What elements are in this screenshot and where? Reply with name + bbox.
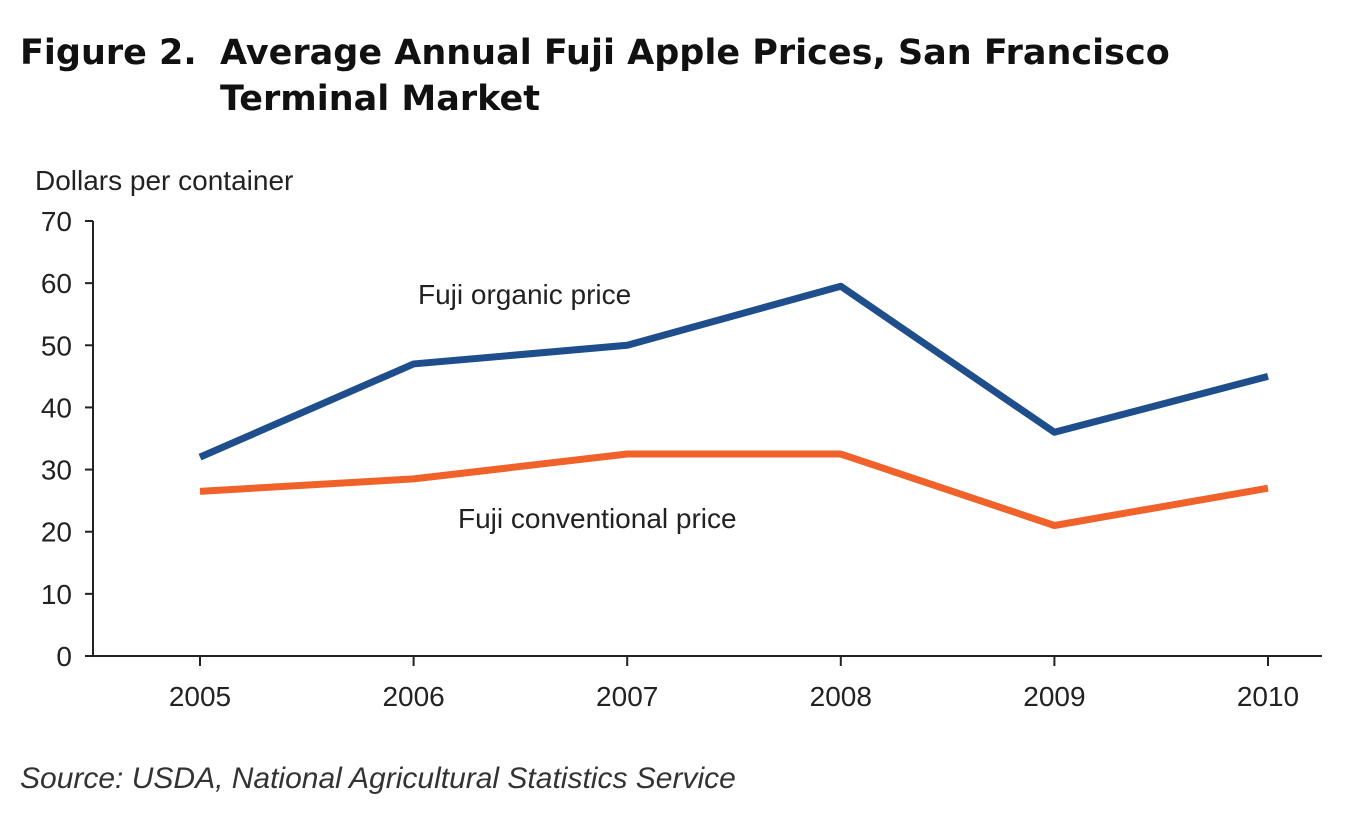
y-tick-label: 0	[56, 641, 72, 672]
y-tick-label: 70	[41, 206, 72, 237]
figure-label: Figure 2.	[20, 33, 197, 73]
x-tick-label: 2005	[169, 681, 231, 712]
series-label: Fuji organic price	[418, 279, 631, 310]
x-tick-label: 2009	[1023, 681, 1085, 712]
title-line-2: Terminal Market	[220, 79, 540, 119]
y-tick-label: 20	[41, 517, 72, 548]
series-line-conventional	[199, 450, 1269, 529]
y-axis-label: Dollars per container	[35, 165, 293, 196]
series-line-organic	[198, 282, 1269, 461]
y-tick-label: 30	[41, 455, 72, 486]
y-tick-label: 60	[41, 268, 72, 299]
y-tick-label: 50	[41, 330, 72, 361]
x-tick-label: 2007	[596, 681, 658, 712]
x-tick-label: 2010	[1237, 681, 1299, 712]
source-note: Source: USDA, National Agricultural Stat…	[20, 762, 736, 795]
x-tick-label: 2008	[810, 681, 872, 712]
series-label: Fuji conventional price	[458, 503, 737, 534]
x-tick-label: 2006	[382, 681, 444, 712]
y-tick-label: 40	[41, 392, 72, 423]
title-line-1: Average Annual Fuji Apple Prices, San Fr…	[220, 33, 1170, 73]
chart-title: Figure 2. Average Annual Fuji Apple Price…	[20, 30, 1170, 122]
y-tick-label: 10	[41, 579, 72, 610]
